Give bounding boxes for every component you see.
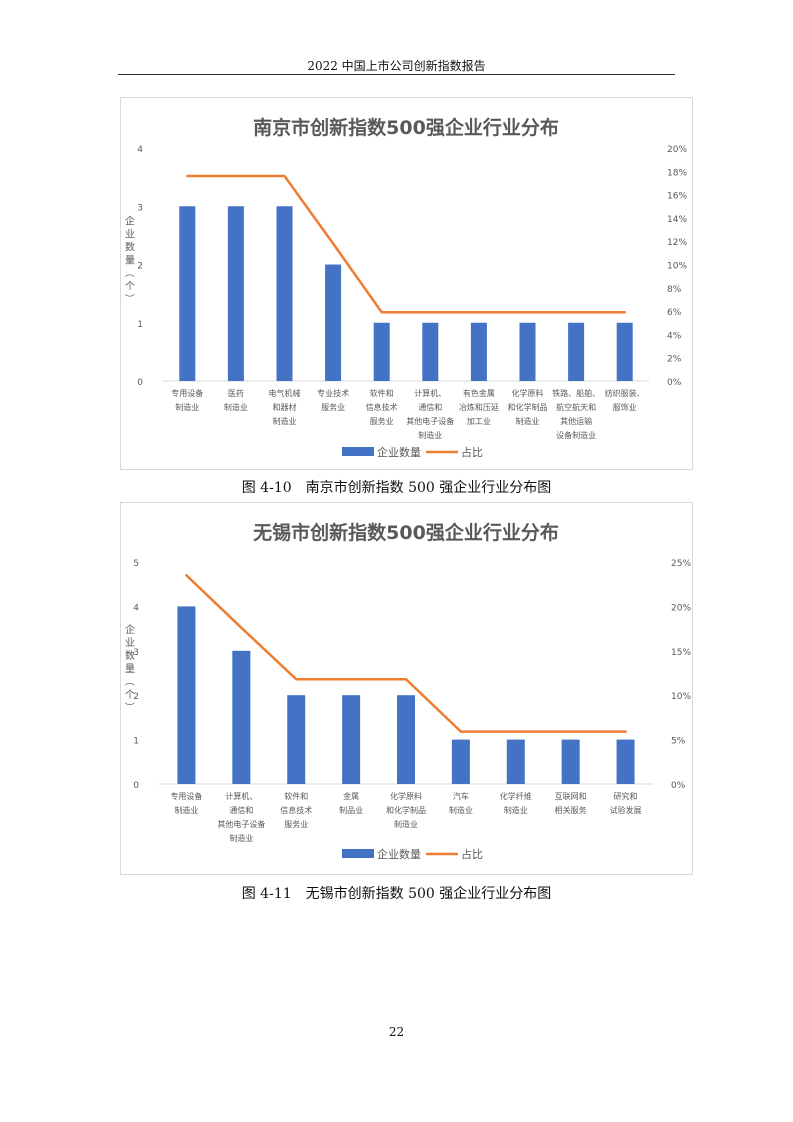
chart-title: 南京市创新指数500强企业行业分布 bbox=[253, 116, 559, 139]
y-tick-label: 1 bbox=[137, 320, 143, 330]
x-tick-label: 软件和信息技术服务业 bbox=[280, 791, 312, 829]
y-axis-label-char: （ bbox=[123, 268, 135, 278]
y2-tick-label: 8% bbox=[667, 285, 682, 295]
legend-label-bar: 企业数量 bbox=[377, 445, 421, 459]
page-header: 2022 中国上市公司创新指数报告 bbox=[307, 59, 486, 73]
x-tick-label: 医药制造业 bbox=[224, 388, 248, 412]
bar bbox=[470, 322, 487, 381]
bar bbox=[325, 264, 342, 381]
y-axis-label-char: 数 bbox=[125, 241, 135, 254]
y-axis-label-char: ） bbox=[123, 294, 135, 304]
legend-label-line: 占比 bbox=[461, 445, 483, 459]
bar bbox=[373, 322, 390, 381]
bar bbox=[561, 739, 580, 784]
y-tick-label: 4 bbox=[133, 603, 139, 613]
bar bbox=[232, 650, 251, 784]
y-tick-label: 2 bbox=[133, 692, 139, 702]
y-axis-label-char: 业 bbox=[125, 637, 135, 649]
legend-swatch-bar bbox=[342, 447, 374, 456]
header-rule bbox=[118, 74, 675, 75]
y2-tick-label: 12% bbox=[667, 238, 687, 248]
bar bbox=[276, 206, 293, 381]
x-tick-label: 化学纤维制造业 bbox=[500, 791, 532, 815]
x-tick-label: 化学原料和化学制品制造业 bbox=[508, 388, 548, 426]
x-tick-label: 软件和信息技术服务业 bbox=[366, 388, 398, 426]
figure-caption-nanjing: 图 4-10 南京市创新指数 500 强企业行业分布图 bbox=[241, 480, 552, 496]
y2-tick-label: 5% bbox=[671, 737, 686, 747]
x-tick-label: 计算机、通信和其他电子设备制造业 bbox=[217, 791, 265, 843]
bar bbox=[519, 322, 536, 381]
x-tick-label: 汽车制造业 bbox=[449, 791, 473, 815]
chart-wuxi: 无锡市创新指数500强企业行业分布 0 1 2 3 4 5 0% 5% 10% 15% 20% 25% 企… bbox=[120, 502, 693, 875]
y-axis-label-char: ） bbox=[123, 702, 135, 712]
y2-tick-label: 14% bbox=[667, 215, 687, 225]
y-axis-label-char: 量 bbox=[125, 255, 135, 267]
legend-label-bar: 企业数量 bbox=[377, 847, 421, 861]
y2-tick-label: 6% bbox=[667, 308, 682, 318]
y-axis-label-char: （ bbox=[123, 676, 135, 686]
x-tick-label: 互联网和相关服务 bbox=[555, 792, 587, 815]
bar bbox=[342, 695, 361, 784]
figure-caption-wuxi: 图 4-11 无锡市创新指数 500 强企业行业分布图 bbox=[241, 886, 552, 902]
y2-tick-label: 18% bbox=[667, 168, 687, 178]
chart-title: 无锡市创新指数500强企业行业分布 bbox=[253, 521, 559, 544]
x-tick-label: 专业技术服务业 bbox=[317, 388, 349, 412]
x-tick-label: 专用设备制造业 bbox=[170, 791, 202, 815]
y-tick-label: 0 bbox=[137, 378, 143, 388]
y2-tick-label: 10% bbox=[667, 262, 687, 272]
x-tick-label: 纺织服装、服饰业 bbox=[605, 388, 645, 412]
y2-tick-label: 0% bbox=[671, 781, 686, 791]
y2-tick-label: 15% bbox=[671, 648, 691, 658]
bar bbox=[179, 206, 196, 381]
x-tick-label: 专用设备制造业 bbox=[171, 388, 203, 412]
y-tick-label: 5 bbox=[133, 559, 139, 569]
chart-wuxi-svg: 无锡市创新指数500强企业行业分布 0 1 2 3 4 5 0% 5% 10% 15% 20% 25% 企… bbox=[123, 521, 691, 861]
y-tick-label: 0 bbox=[133, 781, 139, 791]
legend-swatch-bar bbox=[342, 849, 374, 858]
x-tick-label: 电气机械和器材制造业 bbox=[269, 388, 301, 426]
y-axis-label-char: 企 bbox=[125, 215, 135, 228]
y-axis-label-char: 业 bbox=[125, 229, 135, 241]
y-tick-label: 2 bbox=[137, 262, 143, 272]
y2-tick-label: 4% bbox=[667, 331, 682, 341]
y-tick-label: 3 bbox=[133, 648, 139, 658]
y2-tick-label: 25% bbox=[671, 559, 691, 569]
y-axis-label-char: 企 bbox=[125, 623, 135, 636]
x-tick-label: 有色金属冶炼和压延加工业 bbox=[459, 388, 499, 426]
bar bbox=[506, 739, 525, 784]
bar bbox=[227, 206, 244, 381]
bar bbox=[397, 695, 415, 784]
y2-tick-label: 2% bbox=[667, 355, 682, 365]
y-tick-label: 1 bbox=[133, 737, 139, 747]
y-axis-label-char: 个 bbox=[125, 689, 135, 701]
y-axis-label-char: 数 bbox=[125, 649, 135, 662]
legend-label-line: 占比 bbox=[461, 847, 483, 861]
y2-tick-label: 0% bbox=[667, 378, 682, 388]
y2-tick-label: 16% bbox=[667, 192, 687, 202]
x-tick-label: 金属制品业 bbox=[339, 791, 363, 815]
bar bbox=[568, 322, 585, 381]
x-tick-label: 铁路、船舶、航空航天和其他运输设备制造业 bbox=[552, 388, 600, 440]
chart-nanjing-svg: 南京市创新指数500强企业行业分布 0 1 2 3 4 0% 2% 4% 6% 8% 10% 12% 14… bbox=[123, 116, 687, 459]
bar bbox=[451, 739, 470, 784]
bar bbox=[616, 322, 633, 381]
share-line bbox=[185, 574, 627, 733]
bar bbox=[177, 606, 196, 784]
x-tick-label: 计算机、通信和其他电子设备制造业 bbox=[406, 388, 454, 440]
page-number: 22 bbox=[388, 1025, 405, 1039]
x-tick-label: 化学原料和化学制品制造业 bbox=[386, 791, 426, 829]
y-tick-label: 3 bbox=[137, 203, 143, 213]
bar bbox=[287, 695, 306, 784]
bar bbox=[422, 322, 439, 381]
share-line bbox=[186, 174, 626, 314]
y2-tick-label: 10% bbox=[671, 692, 691, 702]
bar bbox=[616, 739, 635, 784]
y-axis-label-char: 个 bbox=[125, 281, 135, 293]
y-tick-label: 4 bbox=[137, 145, 143, 155]
chart-nanjing: 南京市创新指数500强企业行业分布 0 1 2 3 4 0% 2% 4% 6% 8% 10% 12% 14… bbox=[120, 97, 693, 470]
y2-tick-label: 20% bbox=[671, 603, 691, 613]
y2-tick-label: 20% bbox=[667, 145, 687, 155]
y-axis-label-char: 量 bbox=[125, 663, 135, 675]
x-tick-label: 研究和试验发展 bbox=[610, 791, 642, 815]
